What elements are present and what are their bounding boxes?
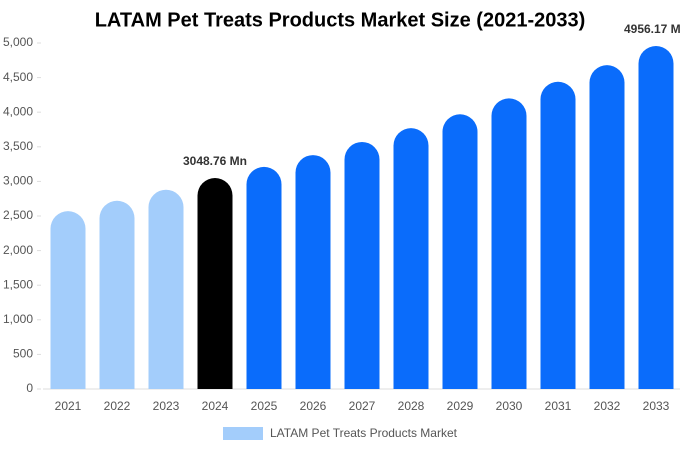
y-tick-label: 4,000	[3, 104, 33, 118]
value-label: 4956.17 Mn	[624, 22, 680, 36]
y-tick-label: 2,500	[3, 208, 33, 222]
y-tick-label: 3,500	[3, 139, 33, 153]
x-tick-label: 2029	[447, 399, 474, 413]
y-tick-label: 1,500	[3, 277, 33, 291]
legend-label: LATAM Pet Treats Products Market	[270, 426, 458, 440]
bar	[589, 65, 625, 390]
x-tick-label: 2033	[643, 399, 670, 413]
x-tick-label: 2030	[496, 399, 523, 413]
y-tick-label: 1,000	[3, 312, 33, 326]
bar	[344, 141, 380, 389]
x-tick-label: 2028	[398, 399, 425, 413]
bar	[148, 189, 184, 389]
legend-swatch	[223, 427, 263, 440]
bar	[197, 178, 233, 389]
bar	[295, 155, 331, 389]
x-tick-label: 2026	[300, 399, 327, 413]
y-tick-label: 2,000	[3, 243, 33, 257]
chart-title: LATAM Pet Treats Products Market Size (2…	[95, 9, 586, 31]
x-tick-label: 2032	[594, 399, 621, 413]
y-tick-label: 4,500	[3, 70, 33, 84]
x-tick-label: 2025	[251, 399, 278, 413]
x-tick-label: 2023	[153, 399, 180, 413]
bar	[442, 114, 478, 390]
bar	[99, 200, 135, 389]
x-tick-label: 2021	[55, 399, 82, 413]
y-tick-label: 0	[26, 381, 33, 395]
bar	[246, 166, 282, 389]
y-tick-label: 3,000	[3, 174, 33, 188]
x-tick-label: 2022	[104, 399, 131, 413]
x-tick-label: 2027	[349, 399, 376, 413]
bar	[638, 46, 674, 390]
bar	[393, 128, 429, 389]
value-label: 3048.76 Mn	[183, 154, 247, 168]
bar	[540, 81, 576, 389]
bar	[491, 98, 527, 390]
x-tick-label: 2024	[202, 399, 229, 413]
x-tick-label: 2031	[545, 399, 572, 413]
bar	[50, 211, 86, 389]
y-tick-label: 500	[13, 347, 33, 361]
y-tick-label: 5,000	[3, 35, 33, 49]
